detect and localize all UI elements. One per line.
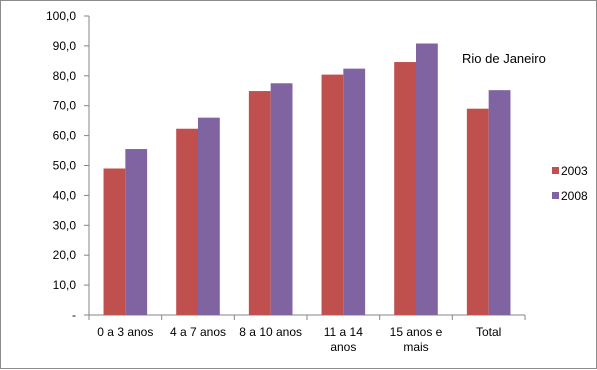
bar-2003 (466, 108, 489, 315)
y-tick-label: 50,0 (53, 159, 77, 173)
x-tick-label: anos (330, 340, 356, 354)
x-tick-label: 0 a 3 anos (97, 325, 153, 339)
x-tick-label: 15 anos e (390, 325, 443, 339)
y-tick-label: 20,0 (53, 248, 77, 262)
legend-swatch-2008 (552, 192, 559, 199)
bar-2003 (176, 128, 198, 315)
x-tick-label: 11 a 14 (324, 325, 363, 339)
bar-2008 (416, 43, 438, 316)
y-tick-label: 10,0 (53, 278, 77, 292)
bar-2008 (270, 83, 293, 316)
bar-2008 (343, 68, 366, 316)
legend-label-2003: 2003 (561, 164, 588, 178)
legend-swatch-2003 (552, 167, 559, 174)
bars (103, 43, 511, 316)
y-tick-label: - (72, 308, 76, 322)
y-tick-label: 80,0 (53, 69, 77, 83)
bar-2003 (103, 168, 126, 315)
y-tick-label: 70,0 (53, 99, 77, 113)
bar-2008 (488, 90, 511, 315)
y-tick-label: 90,0 (53, 39, 77, 53)
bar-2003 (394, 62, 416, 315)
axes (84, 15, 526, 320)
x-tick-label: Total (476, 325, 501, 339)
y-tick-label: 30,0 (53, 218, 77, 232)
x-tick-label: mais (403, 340, 428, 354)
bar-2008 (198, 117, 220, 315)
bar-2003 (321, 74, 344, 315)
y-tick-label: 60,0 (53, 129, 77, 143)
bar-2008 (125, 149, 148, 315)
chart-title: Rio de Janeiro (462, 51, 546, 66)
x-tick-label: 4 a 7 anos (170, 325, 226, 339)
legend: 2003 2008 (552, 164, 588, 203)
bar-2003 (248, 91, 271, 315)
axis-labels: - 10,0 20,0 30,0 40,0 50,0 60,0 70,0 80,0 90,0 100… (46, 9, 501, 354)
y-tick-label: 100,0 (46, 9, 76, 23)
x-tick-label: 8 a 10 anos (239, 325, 302, 339)
y-tick-label: 40,0 (53, 188, 77, 202)
legend-label-2008: 2008 (561, 189, 588, 203)
